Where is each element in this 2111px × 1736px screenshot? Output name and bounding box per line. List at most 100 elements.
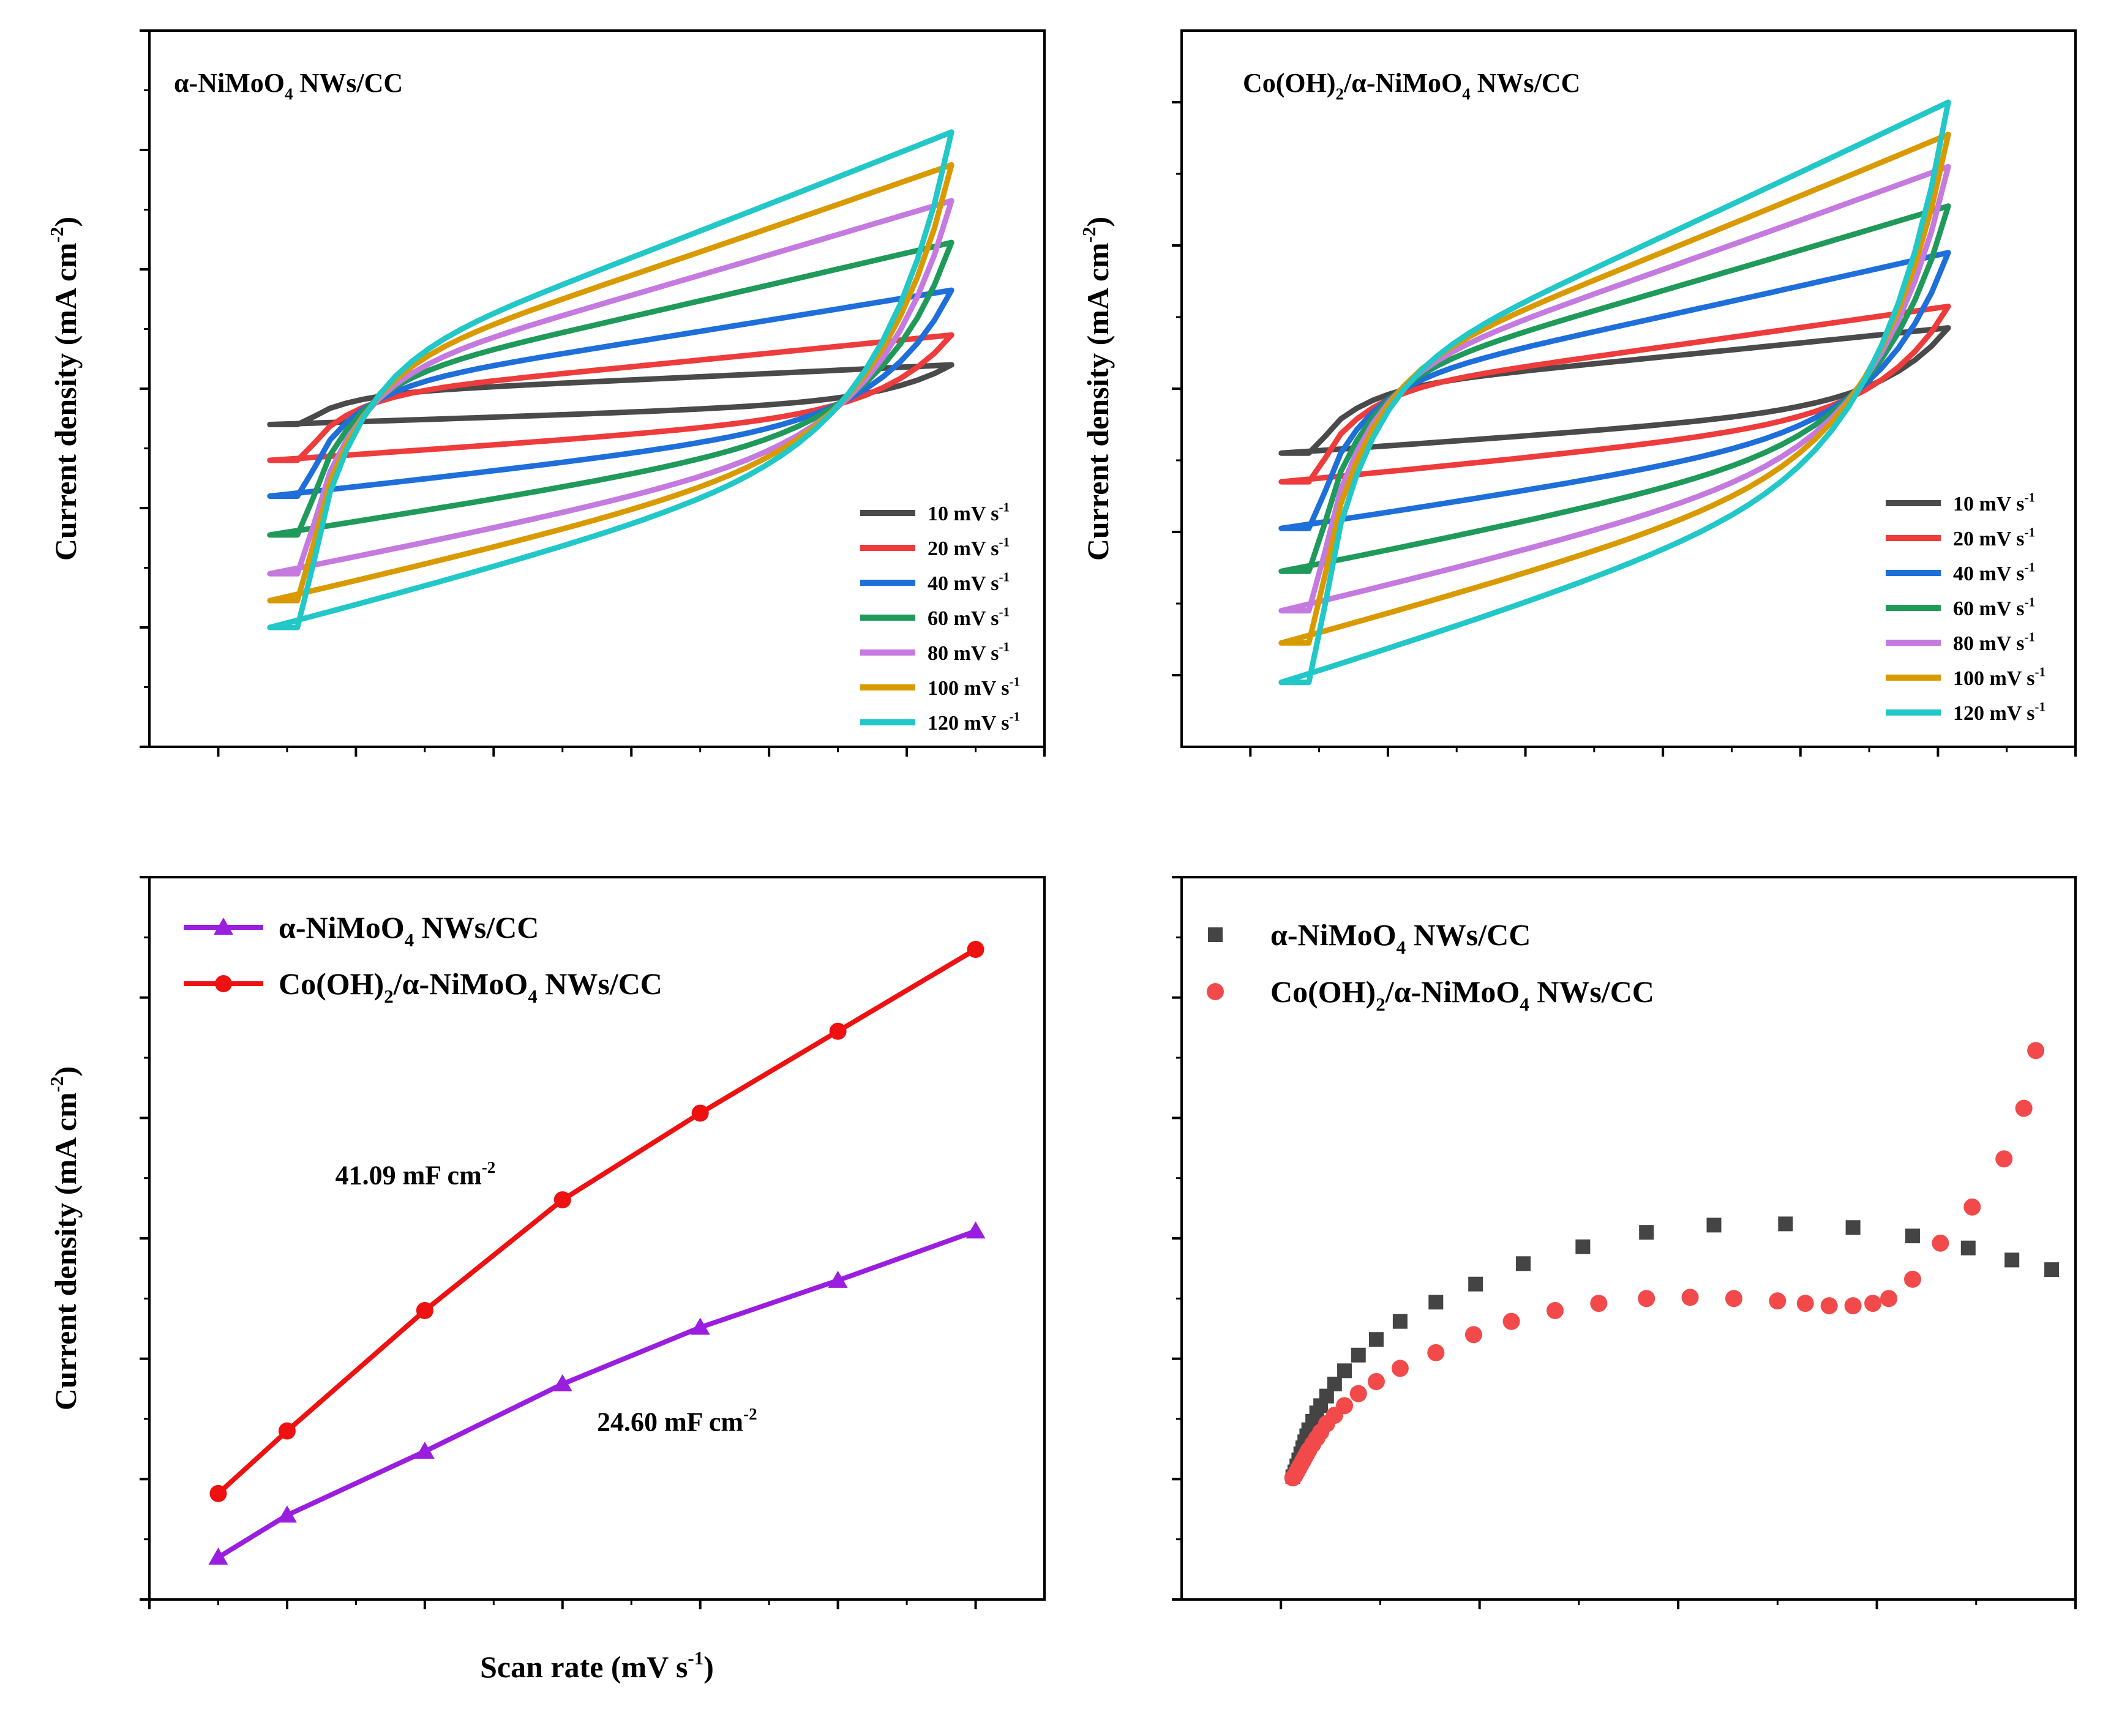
cv-curve-s120 — [1278, 99, 1951, 686]
cv-curve-s10 — [1278, 325, 1951, 456]
x-axis-label-part: ) — [703, 1650, 714, 1684]
data-point-triangle — [208, 1547, 228, 1565]
chart-title-part: /α-NiMoO — [1343, 68, 1462, 98]
legend-label-part: -1 — [1010, 709, 1021, 724]
data-point-circle — [1391, 1360, 1409, 1377]
y-axis-label-part: -2 — [46, 226, 67, 242]
chart-title-part: 2 — [1336, 84, 1344, 103]
legend-label-part: NWs/CC — [1529, 975, 1654, 1009]
legend-label-part: 2 — [384, 986, 394, 1007]
data-point-square — [1428, 1295, 1444, 1310]
data-point-triangle — [690, 1317, 710, 1335]
data-point-circle — [1546, 1302, 1564, 1319]
data-point-square — [1351, 1347, 1366, 1363]
annotation-slope-part: -2 — [482, 1158, 496, 1177]
chart-title-part: Co(OH) — [1243, 68, 1336, 98]
annotation-slope: 24.60 mF cm-2 — [597, 1405, 757, 1437]
legend-label-part: 80 mV s — [928, 642, 999, 665]
data-point-square — [1575, 1239, 1591, 1254]
cv-curve-s20 — [1278, 304, 1951, 485]
legend-label-part: α-NiMoO — [279, 910, 405, 945]
y-axis-label-part: ) — [48, 1066, 83, 1077]
data-point-circle — [1963, 1198, 1981, 1216]
legend-label-part: 10 mV s — [928, 503, 999, 525]
data-point-triangle — [277, 1505, 297, 1523]
y-axis-label: Current density (mA cm-2) — [46, 1066, 83, 1410]
data-point-circle — [2015, 1099, 2033, 1117]
data-point-square — [1845, 1220, 1861, 1235]
data-point-square — [1468, 1276, 1483, 1292]
y-axis-label: Current density (mA cm-2) — [1078, 217, 1115, 561]
legend-label-part: -1 — [1010, 675, 1021, 689]
legend-label-part: 4 — [405, 929, 414, 951]
data-point-circle — [1464, 1326, 1482, 1344]
data-point-triangle — [414, 1442, 435, 1459]
legend-marker — [1208, 927, 1223, 942]
legend-label-part: NWs/CC — [1406, 918, 1531, 952]
legend-label-part: -1 — [999, 535, 1010, 550]
legend-label-part: 60 mV s — [928, 607, 999, 630]
y-axis-label-part: -2 — [1078, 226, 1100, 242]
data-point-circle — [209, 1484, 227, 1502]
chart-title-part: α-NiMoO — [174, 68, 285, 98]
legend-label: 120 mV s-1 — [928, 709, 1020, 735]
legend-marker — [215, 975, 232, 992]
legend-label: 10 mV s-1 — [1953, 490, 2035, 515]
legend-label-part: 100 mV s — [1953, 667, 2035, 690]
chart-panel-b: Current density (mA cm-2) Co(OH)2/α-NiMoO… — [1078, 29, 2077, 757]
legend-label: 40 mV s-1 — [928, 570, 1010, 595]
data-point-circle — [2027, 1042, 2045, 1060]
legend-label: 60 mV s-1 — [1953, 595, 2035, 620]
cv-curve-s40 — [267, 287, 954, 499]
data-point-square — [1639, 1225, 1654, 1240]
legend-label: Co(OH)2/α-NiMoO4 NWs/CC — [1270, 975, 1654, 1015]
chart-title-part: NWs/CC — [1471, 68, 1581, 98]
legend-label-part: 80 mV s — [1953, 632, 2025, 655]
legend-label-part: 10 mV s — [1953, 493, 2025, 515]
data-point-square — [1960, 1240, 1976, 1255]
data-point-square — [1392, 1314, 1408, 1329]
data-point-circle — [1681, 1289, 1699, 1306]
y-axis-label-part: Current density (mA cm — [48, 242, 83, 561]
data-point-square — [1337, 1363, 1352, 1379]
x-axis-label-part: Scan rate (mV s — [480, 1650, 688, 1684]
data-point-circle — [1820, 1297, 1838, 1315]
data-point-circle — [829, 1022, 847, 1040]
legend-label-part: NWs/CC — [538, 967, 662, 1001]
data-point-square — [1905, 1229, 1920, 1244]
data-point-circle — [553, 1191, 571, 1209]
legend-label: 10 mV s-1 — [928, 500, 1010, 525]
legend-label-part: -1 — [2025, 490, 2036, 505]
data-point-square — [1516, 1256, 1531, 1271]
cv-curve-s60 — [267, 239, 954, 538]
legend-label-part: -1 — [2035, 665, 2046, 679]
data-point-triangle — [828, 1270, 848, 1288]
legend-label-part: 120 mV s — [1953, 702, 2035, 725]
legend-label: 20 mV s-1 — [928, 535, 1010, 560]
x-axis-label-part: -1 — [688, 1647, 703, 1669]
legend-label: 60 mV s-1 — [928, 605, 1010, 630]
cv-curve-s100 — [1278, 132, 1951, 646]
y-axis-label-part: -2 — [46, 1076, 67, 1092]
cv-curve-s80 — [1278, 163, 1951, 614]
y-axis-label-part: ) — [1081, 217, 1115, 227]
data-point-circle — [1932, 1234, 1949, 1252]
legend-label-part: 2 — [1376, 993, 1385, 1015]
legend-label-part: /α-NiMoO — [393, 967, 528, 1001]
chart-title-part: 4 — [1462, 84, 1471, 103]
data-point-circle — [1725, 1290, 1742, 1308]
data-point-triangle — [966, 1221, 986, 1239]
legend-label-part: -1 — [2035, 700, 2046, 714]
data-point-square — [2044, 1262, 2060, 1278]
legend-label-part: /α-NiMoO — [1385, 975, 1520, 1009]
legend-label-part: 40 mV s — [1953, 563, 2025, 585]
chart-panel-a: Current density (mA cm-2) α-NiMoO4 NWs/CC… — [46, 29, 1046, 757]
data-point-circle — [1844, 1297, 1862, 1315]
legend-marker — [214, 918, 233, 935]
data-point-triangle — [552, 1374, 572, 1391]
legend-label: 120 mV s-1 — [1953, 700, 2045, 725]
annotation-slope-part: 41.09 mF cm — [336, 1161, 482, 1191]
legend-label-part: 120 mV s — [928, 712, 1010, 735]
legend-label-part: -1 — [2025, 560, 2036, 575]
